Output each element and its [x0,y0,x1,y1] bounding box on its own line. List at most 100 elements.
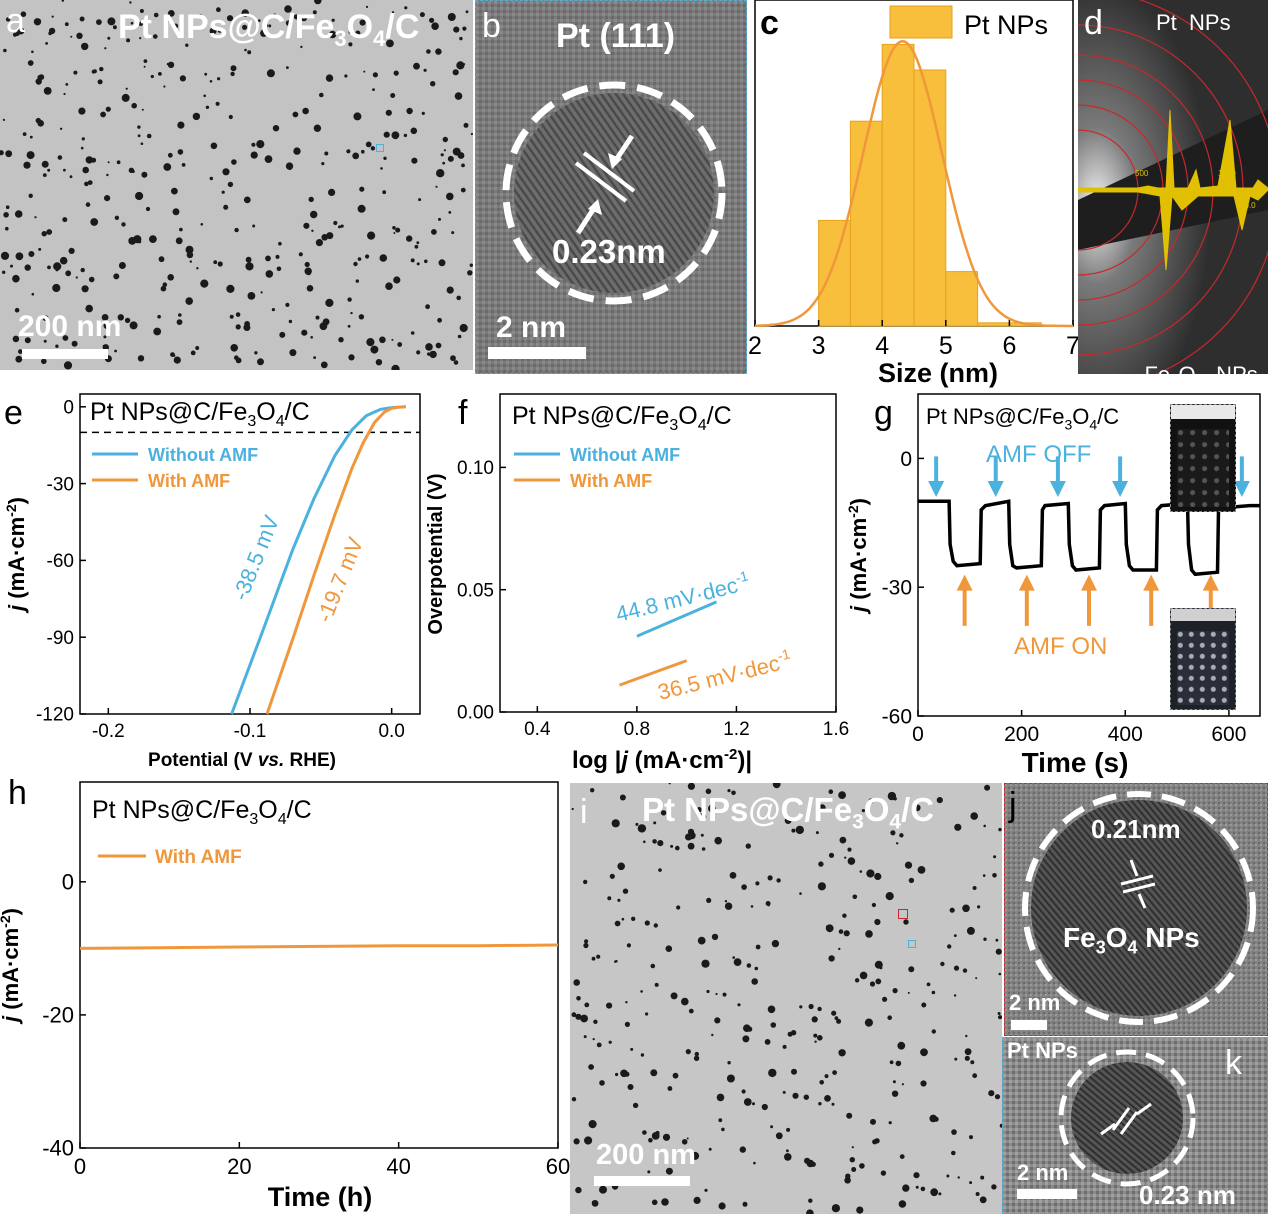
nanoparticle [648,1137,653,1143]
nanoparticle [173,356,181,364]
nanoparticle [5,226,9,231]
nanoparticle [153,327,162,336]
nanoparticle [442,161,446,165]
nanoparticle [358,314,365,320]
nanoparticle [37,74,43,81]
nanoparticle [818,861,824,867]
histogram-chart: Pt NPs Size (nm) 2 3 4 5 6 7 [748,0,1080,388]
nanoparticle [359,19,366,26]
legend-label-without: Without AMF [570,445,680,465]
nanoparticle [118,262,126,269]
pt-label: Pt NPs [1156,10,1231,35]
nanoparticle [65,270,72,277]
sample-title: Pt NPs@C/Fe3O4/C [642,791,935,834]
nanoparticle [203,94,206,98]
nanoparticle [106,173,109,177]
nanoparticle [859,1163,865,1169]
nanoparticle [456,61,465,70]
nanoparticle [181,163,186,167]
nanoparticle [3,212,9,218]
nanoparticle [379,336,386,344]
legend-label-with: With AMF [570,471,652,491]
nanoparticle [288,319,293,324]
nanoparticle [153,12,159,18]
nanoparticle [899,1154,905,1159]
nanoparticle [921,1002,927,1008]
nanoparticle [347,324,351,328]
nanoparticle [321,162,325,166]
x-tick-label: 4 [875,332,889,360]
nanoparticle [419,12,425,18]
nanoparticle [392,11,395,14]
nanoparticle [107,36,111,40]
nanoparticle [265,270,274,278]
nanoparticle [314,0,322,5]
nanoparticle [71,340,78,347]
nanoparticle [348,30,353,34]
nanoparticle [391,338,394,341]
nanoparticle [105,106,111,112]
amf-off-label: AMF OFF [986,441,1091,468]
nanoparticle [250,151,258,159]
nanoparticle [103,335,107,339]
nanoparticle [620,1069,628,1078]
nanoparticle [711,1033,714,1037]
inset-marker-blue [908,940,916,948]
nanoparticle [657,840,664,847]
nanoparticle [687,842,695,850]
nanoparticle [637,824,647,833]
nanoparticle [107,161,110,164]
nanoparticle [304,267,312,275]
d-spacing-label: 0.23nm [552,233,666,270]
nanoparticle [22,132,27,137]
nanoparticle [936,797,943,804]
nanoparticle [234,355,239,361]
nanoparticle [137,134,141,138]
x-axis-title: Time (s) [1022,747,1129,778]
histogram-bar [945,271,979,327]
nanoparticle [626,943,631,948]
histogram-bar [913,69,947,327]
panel-e-lsv-chart: -0.2 -0.1 0.0 0 -30 -60 -90 -120 Without AMF Wi… [0,392,430,774]
lattice-plane-label: Pt (111) [556,17,676,55]
nanoparticle [706,989,710,994]
nanoparticle [114,215,120,220]
nanoparticle [131,170,135,173]
nanoparticle [68,247,75,254]
y-axis-title: j (mA·cm-2) [0,908,23,1025]
pt-label: Pt NPs [1007,1038,1078,1063]
nanoparticle [200,279,209,288]
nanoparticle [380,167,383,170]
legend-label-without: Without AMF [148,445,258,465]
nanoparticle [672,1072,679,1079]
nanoparticle [906,861,910,866]
nanoparticle [969,1181,973,1185]
histogram-bar [849,120,883,327]
nanoparticle [410,258,415,263]
nanoparticle [41,160,49,168]
nanoparticle [328,30,337,39]
nanoparticle [285,20,292,26]
nanoparticle [908,966,915,973]
legend-label-with: With AMF [155,847,242,868]
panel-label-f: f [458,394,468,432]
nanoparticle [571,1012,577,1018]
nanoparticle [887,1015,892,1020]
nanoparticle [300,14,308,22]
nanoparticle [898,1200,907,1208]
nanoparticle [222,168,230,176]
nanoparticle [31,292,35,296]
nanoparticle [325,74,334,82]
nanoparticle [842,913,847,918]
nanoparticle [920,1080,927,1087]
nanoparticle [588,1120,597,1129]
y-tick-label: 0.00 [457,703,494,724]
nanoparticle [167,274,174,281]
nanoparticle [163,163,172,171]
nanoparticle [440,153,444,157]
y-tick-label: 0 [62,870,74,895]
nanoparticle [902,1184,910,1192]
nanoparticle [79,16,85,22]
panel-label-a: a [6,2,25,40]
nanoparticle [614,920,621,927]
